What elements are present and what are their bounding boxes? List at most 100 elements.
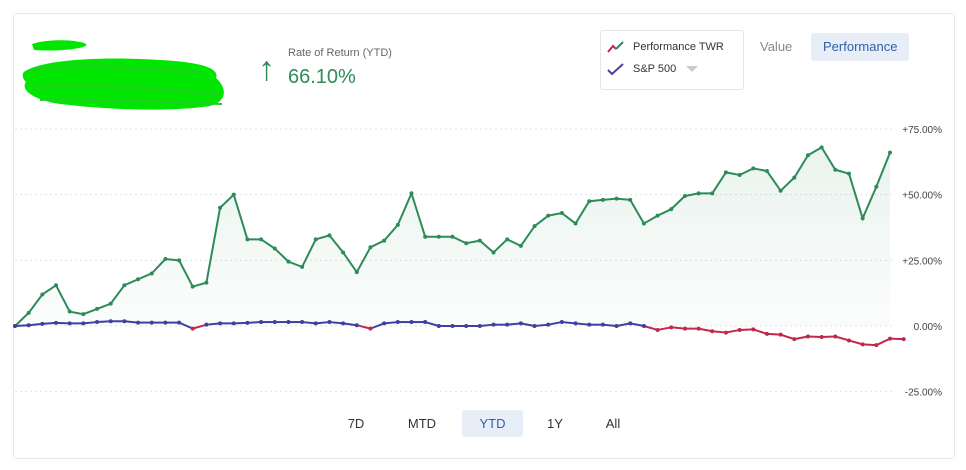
sp500-point[interactable]: [163, 320, 168, 325]
sp500-point[interactable]: [245, 320, 250, 325]
sp500-point[interactable]: [532, 324, 537, 328]
sp500-point[interactable]: [13, 324, 17, 328]
performance-point[interactable]: [491, 250, 496, 255]
performance-point[interactable]: [245, 237, 250, 242]
performance-point[interactable]: [190, 284, 195, 289]
sp500-point[interactable]: [40, 321, 45, 326]
sp500-point[interactable]: [600, 322, 605, 327]
sp500-point[interactable]: [737, 327, 742, 332]
performance-point[interactable]: [628, 197, 633, 202]
performance-point[interactable]: [259, 237, 264, 242]
sp500-point[interactable]: [888, 336, 892, 341]
sp500-point[interactable]: [95, 320, 100, 325]
sp500-point[interactable]: [149, 320, 154, 325]
performance-point[interactable]: [300, 264, 305, 269]
sp500-point[interactable]: [846, 338, 851, 343]
sp500-point[interactable]: [874, 343, 879, 348]
performance-point[interactable]: [655, 213, 660, 218]
performance-point[interactable]: [395, 222, 400, 227]
sp500-point[interactable]: [136, 320, 141, 325]
legend-item-performance-twr[interactable]: Performance TWR: [607, 38, 724, 56]
sp500-point[interactable]: [327, 320, 332, 325]
performance-point[interactable]: [163, 257, 168, 262]
performance-point[interactable]: [54, 283, 59, 288]
sp500-point[interactable]: [833, 334, 838, 339]
sp500-point[interactable]: [682, 326, 687, 331]
sp500-point[interactable]: [696, 326, 701, 331]
sp500-point[interactable]: [177, 320, 182, 325]
range-mtd-button[interactable]: MTD: [407, 416, 437, 431]
performance-point[interactable]: [874, 184, 879, 189]
sp500-point[interactable]: [491, 322, 496, 327]
performance-point[interactable]: [600, 197, 605, 202]
sp500-point[interactable]: [272, 320, 277, 325]
performance-point[interactable]: [696, 191, 701, 196]
performance-point[interactable]: [559, 211, 564, 216]
sp500-point[interactable]: [204, 322, 209, 327]
sp500-point[interactable]: [395, 320, 400, 325]
range-all-button[interactable]: All: [605, 416, 621, 431]
sp500-point[interactable]: [122, 319, 127, 324]
performance-toggle-button[interactable]: Performance: [811, 33, 910, 61]
sp500-point[interactable]: [518, 321, 523, 326]
sp500-point[interactable]: [190, 326, 195, 331]
performance-point[interactable]: [833, 167, 838, 172]
sp500-point[interactable]: [710, 329, 715, 334]
performance-point[interactable]: [313, 237, 318, 242]
sp500-point[interactable]: [505, 322, 510, 327]
performance-point[interactable]: [341, 250, 346, 255]
sp500-point[interactable]: [423, 320, 428, 325]
sp500-point[interactable]: [108, 319, 113, 324]
sp500-point[interactable]: [573, 321, 578, 326]
sp500-point[interactable]: [614, 324, 619, 328]
sp500-point[interactable]: [464, 324, 469, 328]
sp500-point[interactable]: [81, 321, 86, 326]
performance-point[interactable]: [204, 280, 209, 285]
performance-point[interactable]: [368, 245, 373, 250]
performance-point[interactable]: [423, 234, 428, 239]
performance-point[interactable]: [587, 199, 592, 204]
performance-point[interactable]: [846, 171, 851, 176]
sp500-point[interactable]: [546, 322, 551, 327]
performance-point[interactable]: [464, 241, 469, 246]
performance-point[interactable]: [669, 207, 674, 212]
sp500-point[interactable]: [751, 327, 756, 332]
sp500-point[interactable]: [341, 321, 346, 326]
performance-point[interactable]: [436, 234, 441, 239]
performance-point[interactable]: [641, 221, 646, 226]
performance-point[interactable]: [286, 259, 291, 264]
sp500-point[interactable]: [723, 330, 728, 335]
performance-point[interactable]: [218, 205, 223, 210]
sp500-point[interactable]: [450, 324, 455, 328]
sp500-point[interactable]: [313, 321, 318, 326]
performance-point[interactable]: [682, 193, 687, 198]
performance-point[interactable]: [136, 277, 141, 282]
sp500-point[interactable]: [54, 320, 59, 325]
chevron-down-icon[interactable]: [686, 66, 699, 72]
sp500-point[interactable]: [764, 331, 769, 336]
performance-point[interactable]: [409, 191, 414, 196]
performance-point[interactable]: [888, 150, 892, 155]
performance-point[interactable]: [819, 145, 824, 150]
performance-point[interactable]: [614, 196, 619, 201]
sp500-point[interactable]: [669, 325, 674, 330]
performance-point[interactable]: [81, 312, 86, 317]
performance-point[interactable]: [764, 169, 769, 174]
sp500-point[interactable]: [792, 337, 797, 342]
sp500-point[interactable]: [819, 335, 824, 340]
sp500-point[interactable]: [409, 320, 414, 325]
performance-point[interactable]: [737, 172, 742, 177]
sp500-point[interactable]: [641, 324, 646, 328]
sp500-point[interactable]: [382, 321, 387, 326]
sp500-point[interactable]: [901, 337, 906, 342]
sp500-point[interactable]: [300, 320, 305, 325]
sp500-point[interactable]: [26, 323, 31, 328]
range-1y-button[interactable]: 1Y: [547, 416, 563, 431]
value-toggle-button[interactable]: Value: [760, 39, 793, 54]
sp500-point[interactable]: [860, 342, 865, 347]
performance-point[interactable]: [108, 301, 113, 306]
performance-point[interactable]: [354, 270, 359, 275]
performance-point[interactable]: [231, 192, 236, 197]
performance-point[interactable]: [573, 221, 578, 226]
chart-legend[interactable]: Performance TWR S&P 500: [600, 30, 744, 90]
